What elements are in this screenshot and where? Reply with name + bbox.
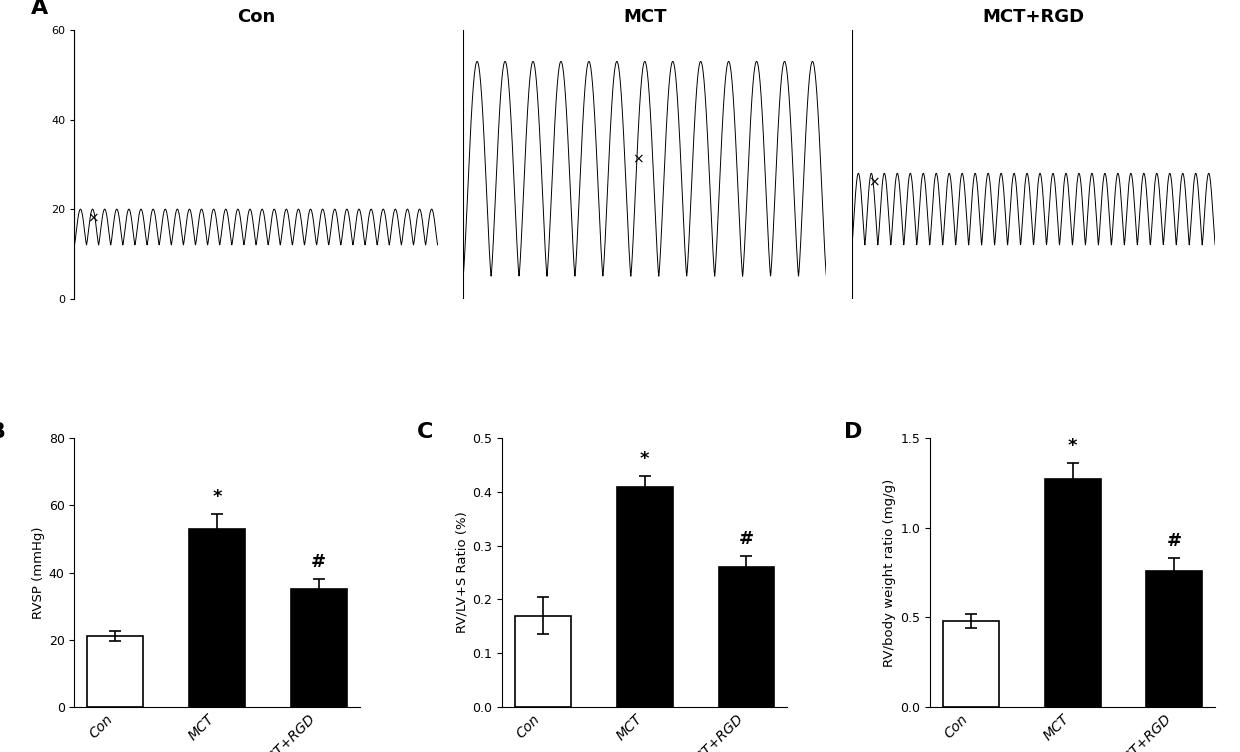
Bar bbox=[1146, 571, 1203, 707]
Text: A: A bbox=[31, 0, 48, 18]
Text: ×: × bbox=[87, 211, 98, 225]
Y-axis label: RV/LV+S Ratio (%): RV/LV+S Ratio (%) bbox=[455, 511, 469, 633]
Text: ×: × bbox=[631, 153, 644, 167]
Text: #: # bbox=[1167, 532, 1182, 550]
Title: MCT: MCT bbox=[622, 8, 667, 26]
Text: ×: × bbox=[868, 175, 879, 190]
Title: MCT+RGD: MCT+RGD bbox=[982, 8, 1085, 26]
Text: D: D bbox=[844, 422, 863, 442]
Text: B: B bbox=[0, 422, 6, 442]
Text: C: C bbox=[417, 422, 433, 442]
Bar bbox=[290, 590, 347, 707]
Y-axis label: RV/body weight ratio (mg/g): RV/body weight ratio (mg/g) bbox=[883, 478, 897, 667]
Bar bbox=[515, 616, 572, 707]
Text: *: * bbox=[212, 488, 222, 506]
Text: #: # bbox=[739, 530, 754, 548]
Bar bbox=[616, 487, 673, 707]
Text: *: * bbox=[1068, 438, 1078, 455]
Text: *: * bbox=[640, 450, 650, 468]
Bar bbox=[188, 529, 246, 707]
Y-axis label: RVSP (mmHg): RVSP (mmHg) bbox=[31, 526, 45, 619]
Bar bbox=[718, 567, 775, 707]
Bar bbox=[1044, 480, 1101, 707]
Title: Con: Con bbox=[237, 8, 275, 26]
Bar bbox=[87, 636, 144, 707]
Bar bbox=[942, 621, 999, 707]
Text: #: # bbox=[311, 553, 326, 572]
